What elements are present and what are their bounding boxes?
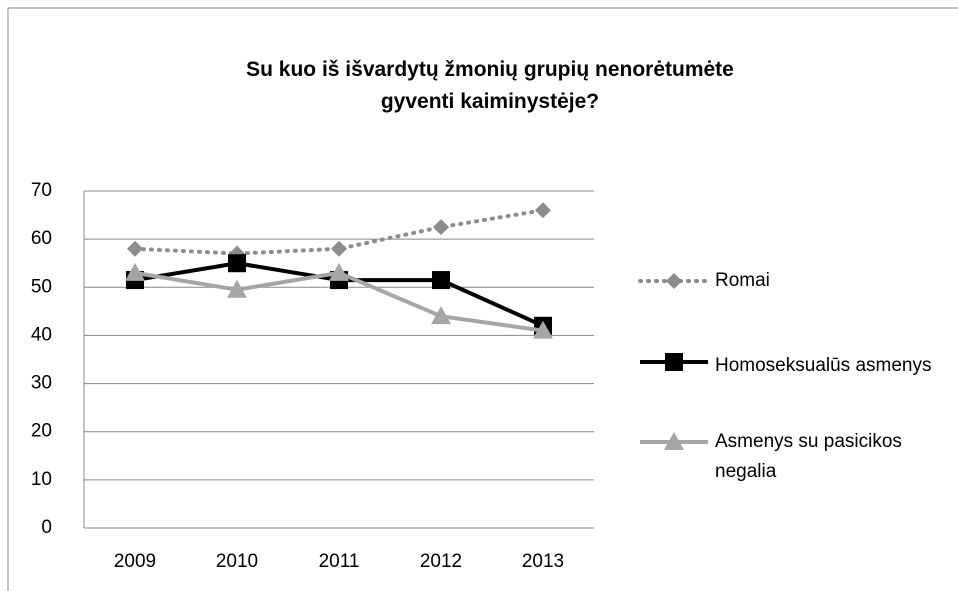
legend-label: Homoseksualūs asmenys — [715, 355, 932, 376]
x-tick-label: 2010 — [216, 551, 258, 572]
x-tick-label: 2013 — [522, 551, 564, 572]
x-tick-label: 2012 — [420, 551, 462, 572]
chart-border — [7, 7, 958, 591]
marker — [229, 245, 245, 262]
legend-label: Romai — [715, 270, 770, 291]
marker — [125, 262, 145, 281]
marker — [127, 240, 143, 257]
x-tick-label: 2011 — [319, 551, 360, 572]
marker — [535, 202, 551, 219]
marker — [227, 279, 247, 298]
marker — [431, 306, 451, 325]
y-tick-label: 50 — [31, 276, 52, 297]
marker — [533, 320, 553, 339]
y-tick-label: 60 — [31, 228, 52, 249]
marker — [664, 432, 684, 450]
y-tick-label: 10 — [31, 469, 52, 490]
marker — [432, 271, 450, 290]
marker — [331, 240, 347, 257]
chart-title: Su kuo iš išvardytų žmonių grupių nenorė… — [246, 58, 734, 81]
chart-title: gyventi kaiminystėje? — [380, 90, 600, 113]
y-tick-label: 0 — [41, 517, 52, 538]
y-tick-label: 70 — [31, 180, 52, 201]
marker — [228, 254, 246, 273]
x-tick-label: 2009 — [114, 551, 156, 572]
y-tick-label: 20 — [31, 421, 52, 442]
series-line — [133, 208, 545, 256]
marker — [666, 273, 682, 289]
y-tick-label: 40 — [31, 324, 52, 345]
marker — [433, 219, 449, 236]
marker — [329, 262, 349, 281]
marker — [665, 353, 683, 371]
legend-label: Asmenys su pasicikos negalia — [715, 431, 902, 482]
y-tick-label: 30 — [31, 373, 52, 394]
